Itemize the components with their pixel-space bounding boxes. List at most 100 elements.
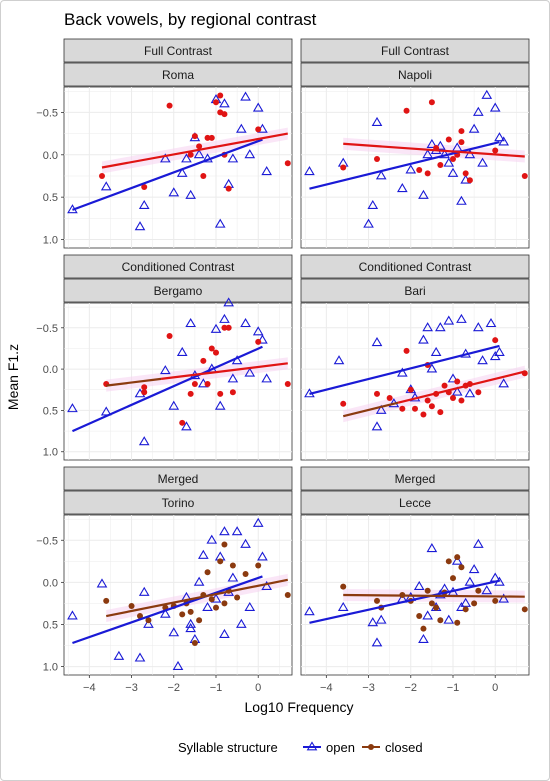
open-point bbox=[481, 89, 493, 99]
strip-region-label: Bari bbox=[404, 284, 425, 298]
x-tick-label: −4 bbox=[83, 682, 96, 694]
closed-point bbox=[454, 619, 461, 626]
closed-point bbox=[221, 324, 228, 331]
closed-point bbox=[208, 134, 215, 141]
open-point bbox=[426, 363, 438, 373]
points bbox=[304, 89, 528, 228]
strip-region bbox=[63, 278, 293, 303]
open-point bbox=[219, 628, 230, 638]
closed-point bbox=[450, 156, 456, 163]
open-point bbox=[176, 167, 188, 177]
open-point bbox=[100, 181, 112, 191]
strip-region-label: Torino bbox=[162, 496, 195, 510]
closed-point bbox=[191, 380, 198, 387]
open-point bbox=[367, 617, 379, 627]
closed-point bbox=[374, 390, 380, 397]
x-tick-label: 0 bbox=[492, 682, 498, 694]
closed-point bbox=[424, 170, 431, 177]
open-point bbox=[219, 98, 230, 108]
closed-regression-line bbox=[101, 132, 288, 169]
open-point bbox=[223, 297, 234, 307]
gridlines bbox=[301, 87, 529, 248]
open-point bbox=[176, 346, 188, 356]
open-point bbox=[168, 627, 180, 637]
open-point bbox=[138, 199, 150, 210]
closed-point bbox=[196, 143, 203, 150]
open-point bbox=[477, 355, 488, 365]
closed-point bbox=[225, 185, 232, 192]
closed-point bbox=[441, 382, 448, 389]
open-point bbox=[236, 123, 247, 133]
closed-point bbox=[450, 395, 456, 402]
closed-point bbox=[462, 606, 469, 613]
gridlines bbox=[301, 303, 529, 460]
open-point bbox=[67, 403, 78, 413]
closed-point bbox=[213, 349, 219, 356]
strip-group bbox=[300, 38, 530, 63]
open-point bbox=[435, 322, 446, 332]
legend-marker-open bbox=[306, 741, 318, 751]
closed-point bbox=[284, 592, 291, 598]
strip-region bbox=[63, 62, 293, 87]
open-point bbox=[214, 400, 226, 410]
panel-background bbox=[300, 86, 530, 249]
strip-group-label: Full Contrast bbox=[381, 44, 450, 58]
open-point bbox=[160, 153, 171, 163]
open-point bbox=[367, 199, 379, 210]
y-tick-label: 0.0 bbox=[43, 364, 58, 376]
open-point bbox=[447, 167, 459, 177]
closed-point bbox=[416, 167, 423, 174]
open-point bbox=[397, 367, 408, 377]
open-point bbox=[498, 593, 509, 603]
closed-regression-line bbox=[106, 377, 162, 387]
closed-regression-line bbox=[343, 142, 525, 158]
open-point bbox=[240, 538, 251, 548]
open-point bbox=[456, 195, 467, 205]
open-point bbox=[464, 149, 476, 159]
strip-region bbox=[300, 490, 530, 515]
closed-point bbox=[445, 136, 452, 143]
open-point bbox=[236, 618, 247, 628]
y-tick-label: −0.5 bbox=[36, 107, 58, 119]
strip-region-label: Roma bbox=[162, 68, 194, 82]
closed-regression-line bbox=[106, 578, 288, 618]
closed-point bbox=[420, 411, 427, 418]
open-point bbox=[494, 346, 505, 356]
open-point bbox=[185, 189, 196, 199]
closed-point bbox=[284, 160, 291, 167]
open-point bbox=[198, 549, 209, 559]
y-tick-label: −0.5 bbox=[36, 535, 58, 547]
open-point bbox=[227, 572, 239, 582]
x-tick-label: −3 bbox=[125, 682, 138, 694]
y-tick-label: 0.5 bbox=[43, 192, 58, 204]
closed-point bbox=[458, 397, 465, 404]
open-point bbox=[240, 317, 251, 328]
open-point bbox=[210, 323, 222, 333]
open-regression-line bbox=[309, 344, 500, 395]
closed-point bbox=[208, 345, 215, 352]
open-point bbox=[464, 388, 476, 398]
closed-point bbox=[145, 617, 152, 624]
open-point bbox=[160, 608, 171, 618]
x-axis-label: Log10 Frequency bbox=[245, 699, 354, 715]
open-point bbox=[257, 551, 268, 561]
legend-title: Syllable structure bbox=[178, 740, 278, 755]
strip-region-label: Bergamo bbox=[154, 284, 203, 298]
legend-key-open bbox=[303, 741, 321, 751]
y-tick-label: 0.5 bbox=[43, 405, 58, 417]
open-point bbox=[214, 218, 226, 228]
open-point bbox=[451, 386, 463, 396]
open-point bbox=[304, 606, 315, 616]
strip-region-label: Lecce bbox=[399, 496, 431, 510]
closed-point bbox=[204, 380, 211, 387]
open-point bbox=[481, 585, 493, 595]
closed-point bbox=[407, 386, 414, 393]
open-point bbox=[244, 149, 256, 159]
closed-point bbox=[424, 587, 431, 594]
open-point bbox=[202, 601, 213, 612]
open-point bbox=[138, 586, 150, 596]
gridlines bbox=[64, 303, 292, 460]
panel-bari: Conditioned Contrast Bari bbox=[300, 254, 530, 461]
open-point bbox=[422, 610, 433, 620]
open-point bbox=[206, 534, 218, 544]
